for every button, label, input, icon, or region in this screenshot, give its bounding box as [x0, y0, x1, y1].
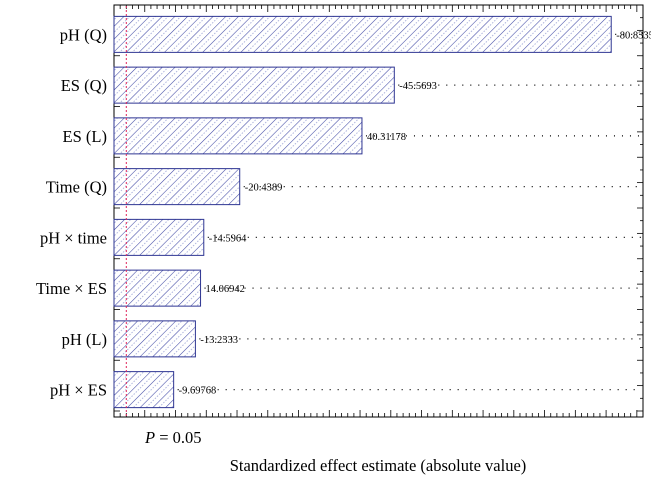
bar-7: [113, 371, 175, 409]
value-label-5: 14.06942: [206, 284, 245, 295]
category-label-3: Time (Q): [46, 178, 107, 197]
value-label-0: -80.8335: [616, 30, 651, 41]
value-label-3: -20.4389: [245, 183, 283, 194]
category-label-4: pH × time: [40, 228, 107, 247]
category-label-6: pH (L): [62, 330, 107, 349]
bar-1: [113, 66, 395, 104]
category-label-0: pH (Q): [60, 25, 107, 44]
bar-0: [113, 15, 612, 53]
bar-2: [113, 117, 363, 155]
reference-label: P = 0.05: [144, 428, 202, 447]
category-label-7: pH × ES: [50, 381, 107, 400]
value-label-6: -13.2333: [200, 335, 238, 346]
category-label-5: Time × ES: [36, 279, 107, 298]
category-label-2: ES (L): [63, 127, 107, 146]
bar-4: [113, 218, 205, 256]
value-label-7: -9.69768: [179, 386, 217, 397]
bar-6: [113, 320, 196, 358]
bar-5: [113, 269, 202, 307]
x-axis-label: Standardized effect estimate (absolute v…: [230, 456, 527, 475]
value-label-4: -14.5964: [209, 233, 247, 244]
value-label-1: -45.5693: [399, 81, 437, 92]
bar-3: [113, 168, 241, 206]
category-label-1: ES (Q): [61, 76, 107, 95]
value-label-2: 40.31178: [367, 132, 406, 143]
